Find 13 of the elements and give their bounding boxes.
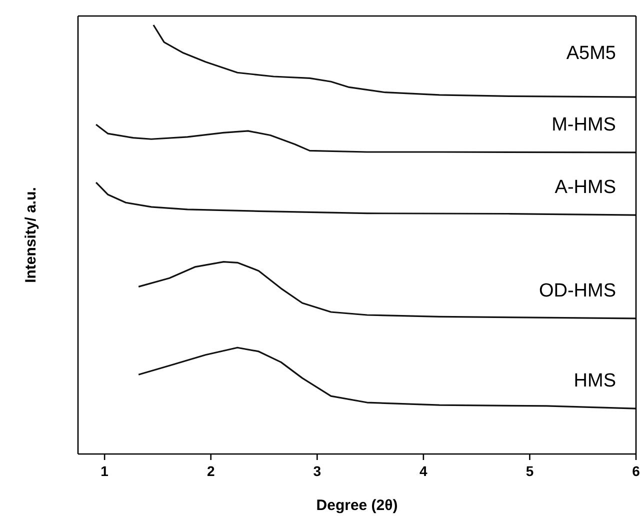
- x-tick-label: 2: [206, 462, 215, 479]
- x-tick-label: 4: [420, 462, 428, 479]
- y-axis-title: Intensity/ a.u.: [22, 187, 40, 283]
- x-tick-label: 3: [313, 462, 322, 479]
- x-axis-title: Degree (2θ): [316, 497, 398, 514]
- series-label: A-HMS: [554, 177, 616, 198]
- x-tick-label: 1: [100, 462, 109, 479]
- series-label: OD-HMS: [538, 280, 616, 302]
- x-tick-label: 6: [632, 462, 640, 479]
- series-label: HMS: [574, 370, 616, 392]
- series-label: M-HMS: [552, 114, 616, 136]
- x-tick-label: 5: [526, 462, 534, 479]
- series-label: A5M5: [566, 43, 616, 64]
